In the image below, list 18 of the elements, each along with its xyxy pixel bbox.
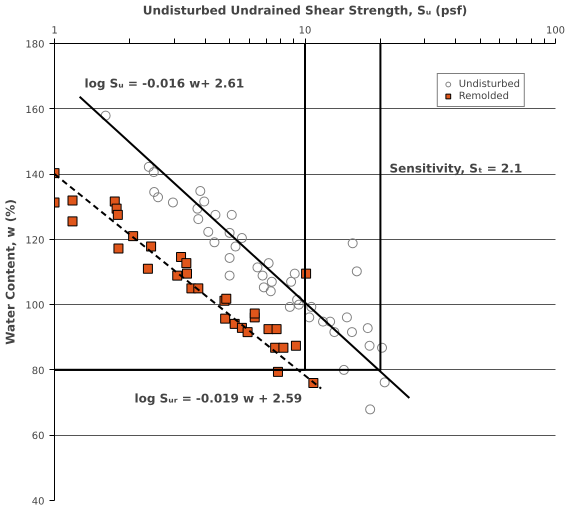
y-tick-label: 40 <box>32 496 45 508</box>
y-tick-label: 80 <box>32 366 45 377</box>
x-tick-label: 1 <box>51 26 58 36</box>
annotation: log Sᵤᵣ = -0.019 w + 2.59 <box>134 392 302 406</box>
y-tick-label: 100 <box>25 300 45 312</box>
annotation: Sensitivity, Sₜ = 2.1 <box>390 162 522 176</box>
x-tick-label: 10 <box>298 26 312 36</box>
x-tick-label: 100 <box>546 26 566 36</box>
legend-label: Undisturbed <box>458 78 520 90</box>
y-tick-label: 120 <box>25 235 45 246</box>
y-tick-label: 160 <box>25 104 45 116</box>
y-tick-label: 180 <box>25 40 45 50</box>
x-axis-title: Undisturbed Undrained Shear Strength, Sᵤ (psf) <box>142 4 468 18</box>
y-axis-title: Water Content, w (%) <box>3 199 18 345</box>
annotation: log Sᵤ = -0.016 w+ 2.61 <box>84 76 244 90</box>
y-tick-label: 60 <box>32 431 45 442</box>
y-tick-label: 140 <box>25 170 45 182</box>
legend-label: Remolded <box>458 90 509 102</box>
